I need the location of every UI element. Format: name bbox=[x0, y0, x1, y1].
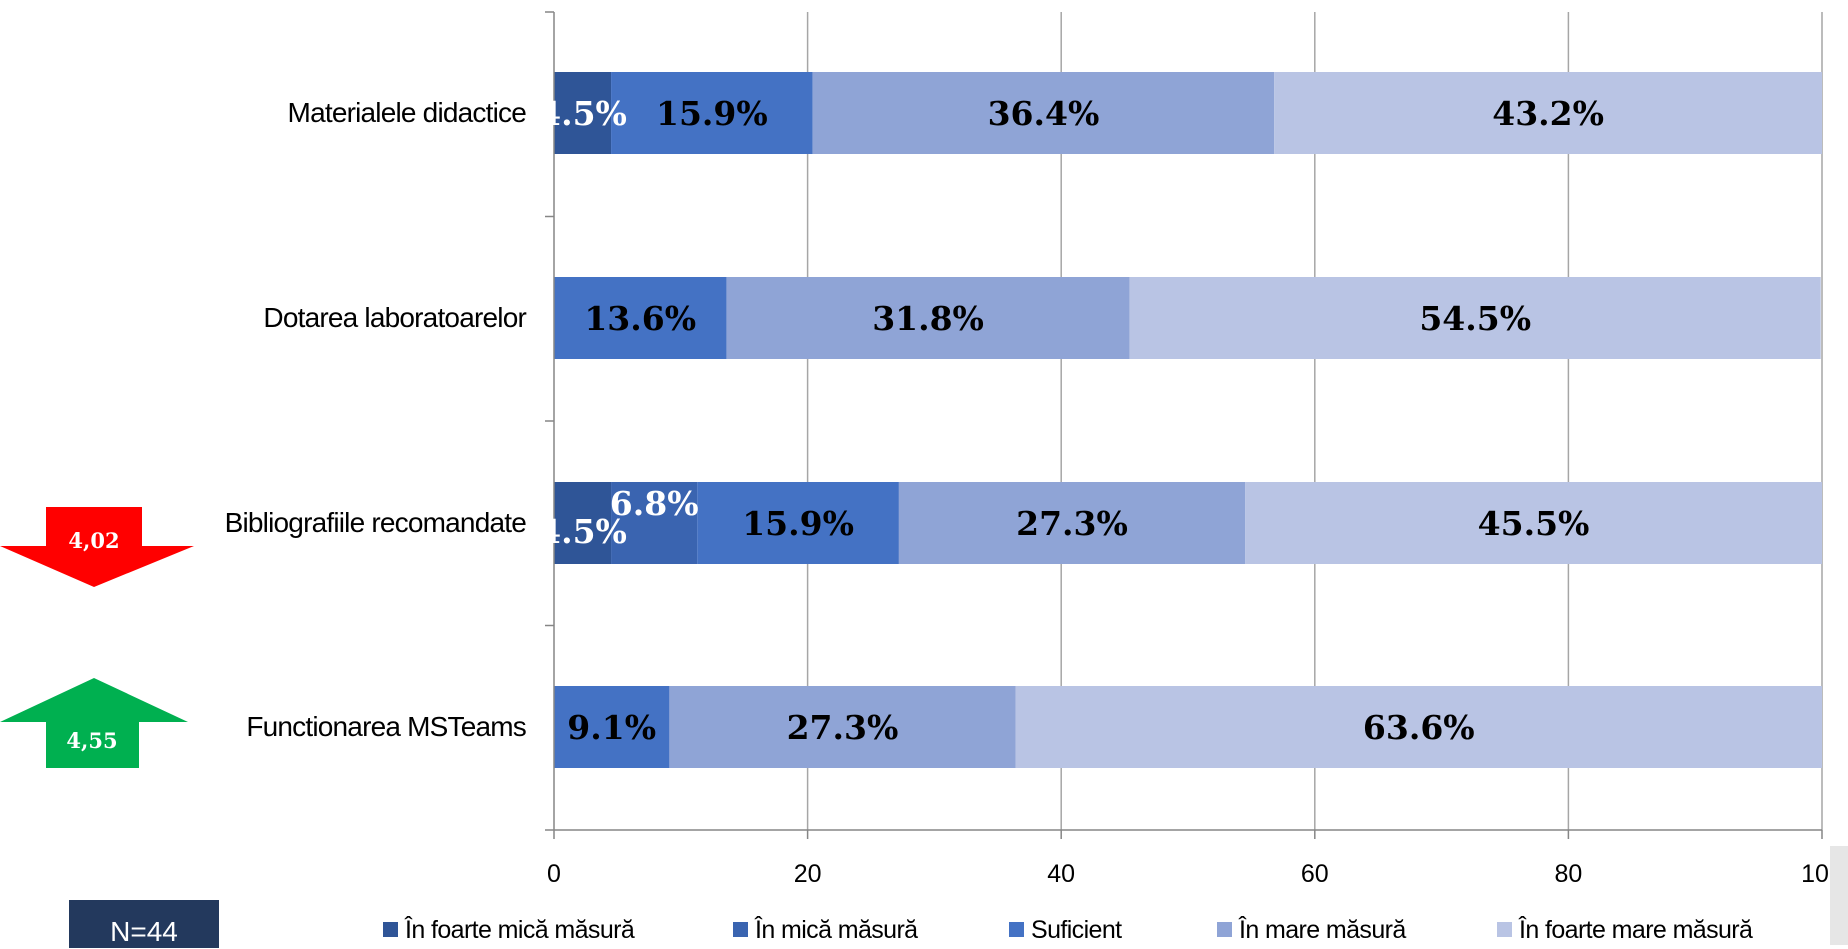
bar-segment bbox=[812, 72, 1275, 154]
legend-swatch bbox=[1009, 922, 1024, 937]
data-label: 27.3% bbox=[787, 708, 899, 747]
data-label: 4.5% bbox=[538, 512, 627, 551]
data-label: 13.6% bbox=[584, 299, 696, 338]
legend-entry: În mică măsură bbox=[754, 915, 918, 944]
bar-segment bbox=[554, 686, 670, 768]
tick-label: 40 bbox=[1047, 860, 1075, 888]
bar-segment bbox=[1129, 277, 1821, 359]
data-label: 31.8% bbox=[872, 299, 984, 338]
data-label: 4.5% bbox=[538, 94, 627, 133]
data-label: 63.6% bbox=[1363, 708, 1475, 747]
data-label: 6.8% bbox=[610, 484, 699, 523]
data-label: 54.5% bbox=[1419, 299, 1531, 338]
category-label: Functionarea MSTeams bbox=[246, 711, 526, 742]
bar-segment bbox=[554, 482, 612, 564]
legend-swatch bbox=[1217, 922, 1232, 937]
up-arrow-label: 4,55 bbox=[66, 728, 117, 753]
legend-entry: În foarte mică măsură bbox=[404, 915, 635, 944]
data-label: 15.9% bbox=[656, 94, 768, 133]
tick-label: 60 bbox=[1301, 860, 1329, 888]
bar-segment bbox=[1274, 72, 1822, 154]
scrollbar[interactable] bbox=[1830, 846, 1848, 945]
tick-label: 20 bbox=[794, 860, 822, 888]
legend-entry: Suficient bbox=[1031, 916, 1122, 944]
category-label: Bibliografiile recomandate bbox=[225, 507, 527, 538]
bar-segment bbox=[898, 482, 1246, 564]
data-label: 15.9% bbox=[742, 504, 854, 543]
bar-segment bbox=[697, 482, 899, 564]
tick-label: 80 bbox=[1554, 860, 1582, 888]
bar-segment bbox=[554, 277, 727, 359]
data-label: 36.4% bbox=[988, 94, 1100, 133]
tick-label: 0 bbox=[547, 860, 561, 888]
data-label: 27.3% bbox=[1016, 504, 1128, 543]
data-label: 43.2% bbox=[1492, 94, 1604, 133]
category-label: Materialele didactice bbox=[288, 97, 527, 128]
data-label: 9.1% bbox=[567, 708, 656, 747]
sample-size-label: N=44 bbox=[110, 916, 178, 947]
up-arrow-icon bbox=[0, 678, 188, 768]
bar-segment bbox=[669, 686, 1016, 768]
bar-segment bbox=[611, 72, 813, 154]
down-arrow-label: 4,02 bbox=[68, 528, 119, 553]
bar-segment bbox=[611, 482, 698, 564]
legend-entry: În foarte mare măsură bbox=[1518, 915, 1753, 944]
bar-segment bbox=[1245, 482, 1822, 564]
legend-swatch bbox=[733, 922, 748, 937]
sample-size-box bbox=[69, 900, 219, 948]
bar-segment bbox=[554, 72, 612, 154]
bar-segment bbox=[726, 277, 1130, 359]
legend-swatch bbox=[1497, 922, 1512, 937]
data-label: 45.5% bbox=[1478, 504, 1590, 543]
legend-entry: În mare măsură bbox=[1238, 915, 1406, 944]
legend-swatch bbox=[383, 922, 398, 937]
bar-segment bbox=[1015, 686, 1822, 768]
category-label: Dotarea laboratoarelor bbox=[263, 302, 526, 333]
down-arrow-icon bbox=[0, 507, 194, 587]
